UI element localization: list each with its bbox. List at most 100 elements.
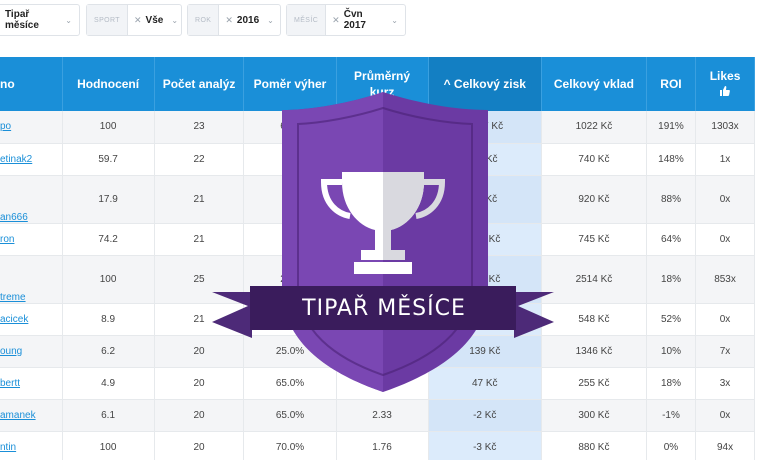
close-icon[interactable]: ✕ bbox=[332, 14, 340, 25]
cell-roi: 52% bbox=[646, 303, 697, 336]
filter-bar: Tipař měsíce ⌄ SPORT ✕ Vše ⌄ ROK ✕ 2016 … bbox=[0, 0, 765, 48]
cell-rating: 100 bbox=[62, 431, 155, 460]
cell-avgodds bbox=[336, 175, 429, 224]
close-icon[interactable]: ✕ bbox=[134, 14, 142, 25]
cell-likes: 0x bbox=[695, 303, 755, 336]
filter-label: ROK bbox=[188, 5, 220, 35]
table-row: etinak2 59.7 22 4 92 Kč 740 Kč 148% 1x bbox=[0, 143, 755, 176]
sort-arrow-icon: ^ bbox=[443, 77, 451, 91]
cell-profit: -3 Kč bbox=[428, 431, 542, 460]
cell-count: 20 bbox=[154, 367, 245, 400]
column-header-avgodds[interactable]: Průměrný kurz bbox=[336, 57, 429, 111]
cell-likes: 1303x bbox=[695, 111, 755, 144]
cell-user[interactable]: ron bbox=[0, 223, 63, 256]
cell-stake: 740 Kč bbox=[541, 143, 647, 176]
cell-ratio: 3 bbox=[243, 175, 337, 224]
cell-profit: 11 Kč bbox=[428, 175, 542, 224]
cell-user[interactable]: etinak2 bbox=[0, 143, 63, 176]
cell-count: 22 bbox=[154, 143, 245, 176]
cell-user[interactable]: acicek bbox=[0, 303, 63, 336]
cell-likes: 853x bbox=[695, 255, 755, 304]
cell-user[interactable]: po bbox=[0, 111, 63, 144]
cell-likes: 0x bbox=[695, 223, 755, 256]
cell-stake: 300 Kč bbox=[541, 399, 647, 432]
thumbs-up-icon bbox=[720, 85, 730, 99]
cell-stake: 2514 Kč bbox=[541, 255, 647, 304]
cell-profit: 1957 Kč bbox=[428, 111, 542, 144]
filter-rok[interactable]: ROK ✕ 2016 ⌄ bbox=[187, 4, 281, 36]
cell-count: 21 bbox=[154, 303, 245, 336]
cell-user[interactable]: treme bbox=[0, 255, 63, 304]
leaderboard-table: no Hodnocení Počet analýz Poměr výher Pr… bbox=[0, 57, 755, 460]
cell-rating: 17.9 bbox=[62, 175, 155, 224]
cell-roi: 148% bbox=[646, 143, 697, 176]
cell-rating: 6.2 bbox=[62, 335, 155, 368]
cell-roi: 64% bbox=[646, 223, 697, 256]
cell-profit: 92 Kč bbox=[428, 143, 542, 176]
chevron-down-icon: ⌄ bbox=[391, 15, 398, 25]
cell-user[interactable]: oung bbox=[0, 335, 63, 368]
filter-label: SPORT bbox=[87, 5, 128, 35]
column-header-likes[interactable]: Likes bbox=[695, 57, 755, 111]
cell-rating: 100 bbox=[62, 111, 155, 144]
cell-likes: 1x bbox=[695, 143, 755, 176]
cell-ratio: 70.0% bbox=[243, 431, 337, 460]
column-header-ratio[interactable]: Poměr výher bbox=[243, 57, 337, 111]
column-header-rating[interactable]: Hodnocení bbox=[62, 57, 155, 111]
cell-ratio: 4 bbox=[243, 143, 337, 176]
cell-rating: 8.9 bbox=[62, 303, 155, 336]
column-header-roi[interactable]: ROI bbox=[646, 57, 697, 111]
cell-stake: 255 Kč bbox=[541, 367, 647, 400]
badge-title: TIPAŘ MĚSÍCE bbox=[302, 295, 466, 321]
filter-mesic[interactable]: MĚSÍC ✕ Čvn 2017 ⌄ bbox=[286, 4, 406, 36]
cell-stake: 745 Kč bbox=[541, 223, 647, 256]
cell-user[interactable]: ntin bbox=[0, 431, 63, 460]
cell-count: 25 bbox=[154, 255, 245, 304]
column-header-stake[interactable]: Celkový vklad bbox=[541, 57, 647, 111]
column-header-profit[interactable]: ^ Celkový zisk bbox=[428, 57, 542, 111]
cell-profit: 478 Kč bbox=[428, 223, 542, 256]
table-header-row: no Hodnocení Počet analýz Poměr výher Pr… bbox=[0, 57, 755, 111]
filter-value: Tipař měsíce bbox=[5, 9, 39, 31]
cell-ratio: 65.0% bbox=[243, 399, 337, 432]
table-row: oung 6.2 20 25.0% 139 Kč 1346 Kč 10% 7x bbox=[0, 335, 755, 368]
cell-user[interactable]: amanek bbox=[0, 399, 63, 432]
cell-stake: 920 Kč bbox=[541, 175, 647, 224]
column-header-count[interactable]: Počet analýz bbox=[154, 57, 245, 111]
cell-roi: -1% bbox=[646, 399, 697, 432]
cell-avgodds bbox=[336, 367, 429, 400]
page-edge bbox=[755, 0, 765, 460]
cell-profit: 47 Kč bbox=[428, 367, 542, 400]
table-row: amanek 6.1 20 65.0% 2.33 -2 Kč 300 Kč -1% 0x bbox=[0, 399, 755, 432]
filter-label: MĚSÍC bbox=[287, 5, 327, 35]
close-icon[interactable]: ✕ bbox=[225, 14, 233, 25]
cell-stake: 880 Kč bbox=[541, 431, 647, 460]
chevron-down-icon: ⌄ bbox=[267, 15, 274, 25]
cell-ratio: 65.0% bbox=[243, 367, 337, 400]
cell-likes: 94x bbox=[695, 431, 755, 460]
cell-rating: 6.1 bbox=[62, 399, 155, 432]
cell-count: 20 bbox=[154, 335, 245, 368]
table-row: ntin 100 20 70.0% 1.76 -3 Kč 880 Kč 0% 94x bbox=[0, 431, 755, 460]
cell-count: 23 bbox=[154, 111, 245, 144]
cell-rating: 4.9 bbox=[62, 367, 155, 400]
cell-likes: 0x bbox=[695, 399, 755, 432]
cell-count: 20 bbox=[154, 431, 245, 460]
cell-avgodds bbox=[336, 143, 429, 176]
cell-avgodds bbox=[336, 335, 429, 368]
table-row: po 100 23 60.9 1957 Kč 1022 Kč 191% 1303x bbox=[0, 111, 755, 144]
filter-sport[interactable]: SPORT ✕ Vše ⌄ bbox=[86, 4, 182, 36]
cell-count: 21 bbox=[154, 223, 245, 256]
cell-roi: 0% bbox=[646, 431, 697, 460]
cell-roi: 191% bbox=[646, 111, 697, 144]
cell-user[interactable]: an666 bbox=[0, 175, 63, 224]
cell-user[interactable]: bertt bbox=[0, 367, 63, 400]
column-header-user[interactable]: no bbox=[0, 57, 63, 111]
chevron-down-icon: ⌄ bbox=[65, 15, 72, 25]
filter-value: Čvn 2017 bbox=[343, 9, 366, 31]
table-row: ron 74.2 21 38 478 Kč 745 Kč 64% 0x bbox=[0, 223, 755, 256]
cell-likes: 7x bbox=[695, 335, 755, 368]
filter-tipar[interactable]: Tipař měsíce ⌄ bbox=[0, 4, 80, 36]
cell-avgodds bbox=[336, 223, 429, 256]
